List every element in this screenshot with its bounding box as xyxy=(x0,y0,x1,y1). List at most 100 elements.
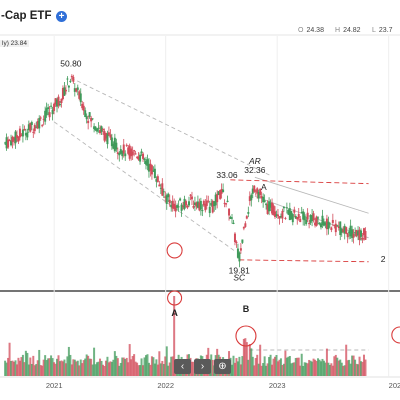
volume-bar xyxy=(265,365,268,376)
volume-bar xyxy=(321,358,324,376)
candle-body xyxy=(183,198,186,209)
volume-bar xyxy=(20,357,23,376)
volume-bar xyxy=(348,359,351,376)
volume-bar xyxy=(45,360,48,376)
candle-body xyxy=(205,200,208,206)
candle-body xyxy=(58,104,61,106)
volume-bar xyxy=(85,354,88,376)
volume-bar xyxy=(345,344,348,376)
volume-bar xyxy=(142,365,145,376)
candle-body xyxy=(358,229,361,241)
candle-body xyxy=(128,145,131,159)
volume-bar xyxy=(131,355,134,376)
candle-body xyxy=(53,103,56,111)
volume-bar xyxy=(324,362,327,376)
volume-bar xyxy=(297,357,300,376)
candle-body xyxy=(195,202,198,207)
volume-bar xyxy=(284,350,287,376)
volume-bar xyxy=(317,358,320,376)
candle-body xyxy=(113,137,116,152)
candle-body xyxy=(321,215,324,225)
candle-body xyxy=(88,112,91,117)
candle-body xyxy=(56,99,59,107)
price-annotation: AR xyxy=(248,156,261,166)
candle-body xyxy=(57,96,60,106)
candle-body xyxy=(133,150,136,152)
candle-body xyxy=(125,144,128,146)
candle-body xyxy=(351,229,354,239)
candle-body xyxy=(333,224,336,226)
price-annotation: 50.80 xyxy=(60,58,82,68)
candle-body xyxy=(202,200,205,206)
volume-bar xyxy=(152,357,155,376)
candle-body xyxy=(279,216,282,218)
volume-bar xyxy=(140,358,143,376)
candle-body xyxy=(39,117,42,119)
volume-bar xyxy=(144,355,147,376)
candle-body xyxy=(17,136,20,142)
volume-bar xyxy=(101,364,104,376)
candle-body xyxy=(51,109,54,115)
volume-bar xyxy=(69,354,72,376)
volume-bar xyxy=(57,355,60,376)
candle-body xyxy=(343,225,346,234)
x-tick-label: 2021 xyxy=(46,381,63,390)
candle-body xyxy=(327,221,330,230)
volume-bar xyxy=(245,342,248,376)
candle-body xyxy=(109,134,112,138)
volume-bar xyxy=(296,357,299,376)
volume-bar xyxy=(233,362,236,376)
candle-body xyxy=(241,239,244,243)
volume-bar xyxy=(11,360,14,376)
candle-body xyxy=(190,196,193,200)
highlight-circle xyxy=(166,242,183,259)
volume-bar xyxy=(84,358,87,376)
volume-bar xyxy=(116,358,119,376)
volume-bar xyxy=(364,359,367,376)
candle-body xyxy=(112,143,115,149)
price-annotation: 32.36 xyxy=(244,165,266,175)
volume-bar xyxy=(118,365,121,376)
volume-bar xyxy=(72,359,75,376)
volume-bar xyxy=(133,354,136,376)
volume-bar xyxy=(278,359,281,376)
candle-body xyxy=(122,144,125,154)
candle-body xyxy=(93,126,96,130)
candle-body xyxy=(94,126,97,131)
volume-bar xyxy=(81,363,84,376)
volume-bar xyxy=(238,356,241,376)
zoom-icon[interactable]: ⊕ xyxy=(214,359,231,374)
volume-bar xyxy=(306,363,309,376)
candle-body xyxy=(10,140,13,146)
scroll-left-button[interactable]: ‹ xyxy=(174,359,191,374)
candle-body xyxy=(121,150,124,157)
add-symbol-icon[interactable]: + xyxy=(56,11,67,22)
candle-body xyxy=(153,168,156,179)
candle-body xyxy=(331,219,334,223)
candle-body xyxy=(72,76,75,82)
upper-channel-line xyxy=(70,77,272,177)
candle-body xyxy=(24,133,27,136)
volume-bar xyxy=(272,358,275,376)
price-annotation: 33.06 xyxy=(216,170,238,180)
candle-body xyxy=(45,108,48,116)
candle-body xyxy=(61,87,64,99)
candle-body xyxy=(150,165,153,175)
scroll-right-button[interactable]: › xyxy=(194,359,211,374)
candle-body xyxy=(293,209,296,213)
volume-bar xyxy=(87,355,90,376)
candle-body xyxy=(219,189,222,199)
candle-body xyxy=(116,152,119,154)
volume-annotation: A xyxy=(171,308,178,318)
volume-bar xyxy=(91,364,94,376)
candle-body xyxy=(26,132,29,138)
candle-body xyxy=(41,125,44,127)
candle-body xyxy=(269,202,272,208)
volume-bar xyxy=(39,365,42,376)
volume-bar xyxy=(21,354,24,376)
candle-body xyxy=(134,153,137,155)
volume-bar xyxy=(125,357,128,376)
volume-bar xyxy=(30,363,33,376)
volume-bar xyxy=(134,361,137,376)
